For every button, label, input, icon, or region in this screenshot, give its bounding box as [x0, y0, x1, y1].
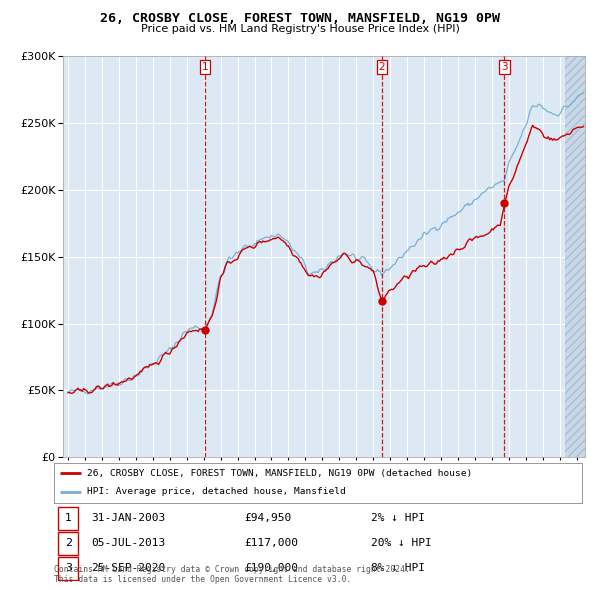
Text: 2: 2 [379, 62, 385, 72]
Text: 20% ↓ HPI: 20% ↓ HPI [371, 539, 431, 548]
Bar [565, 56, 600, 457]
Text: 26, CROSBY CLOSE, FOREST TOWN, MANSFIELD, NG19 0PW (detached house): 26, CROSBY CLOSE, FOREST TOWN, MANSFIELD… [87, 469, 472, 478]
Text: Contains HM Land Registry data © Crown copyright and database right 2024.
This d: Contains HM Land Registry data © Crown c… [54, 565, 410, 584]
Text: 2% ↓ HPI: 2% ↓ HPI [371, 513, 425, 523]
Text: £190,000: £190,000 [244, 563, 298, 573]
Text: 8% ↓ HPI: 8% ↓ HPI [371, 563, 425, 573]
Text: HPI: Average price, detached house, Mansfield: HPI: Average price, detached house, Mans… [87, 487, 346, 496]
Text: 25-SEP-2020: 25-SEP-2020 [91, 563, 165, 573]
FancyBboxPatch shape [58, 507, 78, 530]
Text: 31-JAN-2003: 31-JAN-2003 [91, 513, 165, 523]
Text: 3: 3 [65, 563, 72, 573]
Text: £117,000: £117,000 [244, 539, 298, 548]
Text: 1: 1 [65, 513, 72, 523]
FancyBboxPatch shape [58, 532, 78, 555]
Text: 2: 2 [65, 539, 72, 548]
FancyBboxPatch shape [58, 557, 78, 579]
Text: Price paid vs. HM Land Registry's House Price Index (HPI): Price paid vs. HM Land Registry's House … [140, 24, 460, 34]
Text: £94,950: £94,950 [244, 513, 292, 523]
Text: 3: 3 [501, 62, 508, 72]
Text: 1: 1 [202, 62, 208, 72]
Text: 26, CROSBY CLOSE, FOREST TOWN, MANSFIELD, NG19 0PW: 26, CROSBY CLOSE, FOREST TOWN, MANSFIELD… [100, 12, 500, 25]
Text: 05-JUL-2013: 05-JUL-2013 [91, 539, 165, 548]
